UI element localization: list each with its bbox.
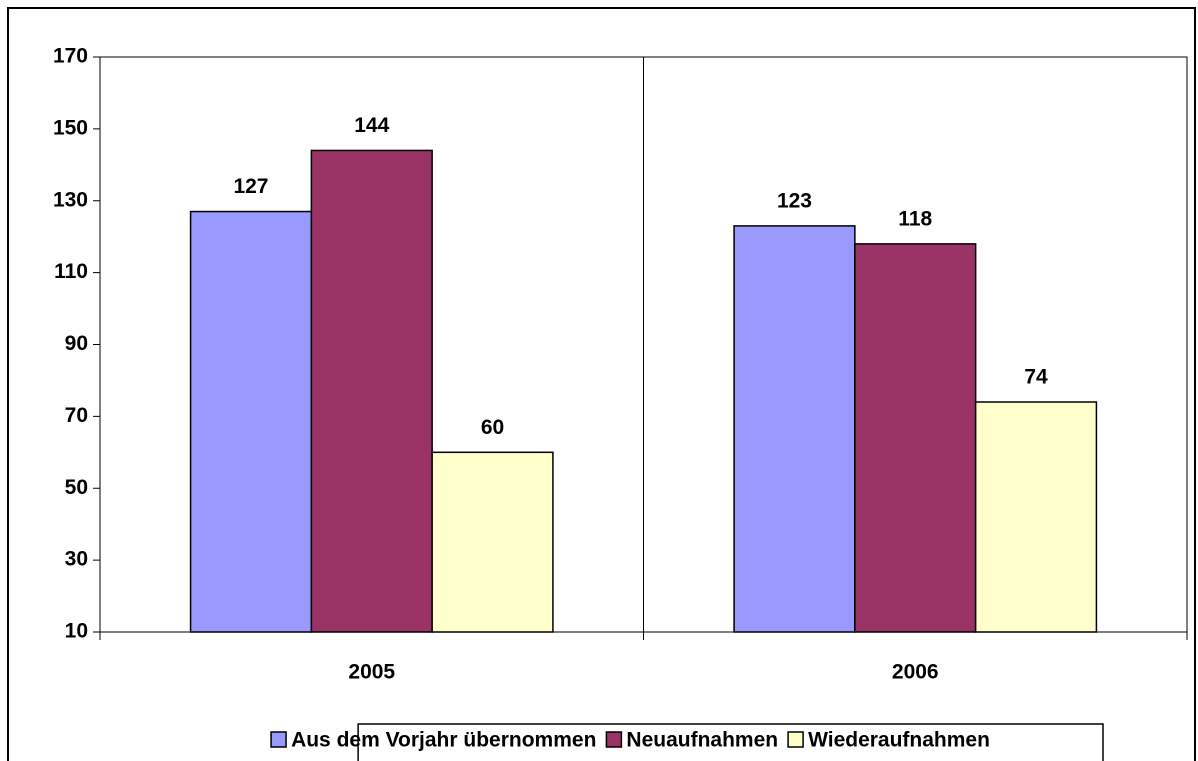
bar bbox=[189, 210, 313, 633]
y-tick-label: 110 bbox=[54, 260, 88, 283]
value-label: 74 bbox=[1024, 366, 1048, 389]
value-label: 123 bbox=[777, 189, 812, 212]
value-label: 127 bbox=[233, 175, 268, 198]
legend-label: Neuaufnahmen bbox=[626, 729, 778, 752]
legend: Aus dem Vorjahr übernommen Neuaufnahmen Wi… bbox=[270, 723, 1104, 761]
y-tick-label: 50 bbox=[65, 476, 88, 499]
y-tick-label: 90 bbox=[65, 332, 88, 355]
legend-swatch bbox=[787, 731, 804, 748]
value-label: 60 bbox=[481, 416, 504, 439]
legend-label: Aus dem Vorjahr übernommen bbox=[291, 729, 596, 752]
legend-label: Wiederaufnahmen bbox=[808, 729, 990, 752]
y-tick-label: 170 bbox=[53, 45, 88, 68]
y-tick-label: 30 bbox=[65, 548, 88, 571]
legend-box bbox=[357, 723, 1104, 761]
value-label: 144 bbox=[354, 114, 389, 137]
bar bbox=[431, 451, 554, 633]
x-tick-label: 2006 bbox=[892, 661, 939, 684]
bar bbox=[733, 225, 856, 633]
bar bbox=[854, 243, 977, 633]
legend-swatch bbox=[270, 731, 287, 748]
value-label: 118 bbox=[898, 207, 932, 230]
x-tick-label: 2005 bbox=[348, 661, 395, 684]
legend-swatch bbox=[605, 731, 623, 748]
y-tick-label: 70 bbox=[65, 404, 88, 427]
bar bbox=[310, 149, 433, 633]
y-tick-label: 10 bbox=[65, 620, 88, 643]
bar bbox=[974, 401, 1098, 633]
y-tick-label: 150 bbox=[53, 116, 88, 139]
y-tick-label: 130 bbox=[53, 188, 88, 211]
